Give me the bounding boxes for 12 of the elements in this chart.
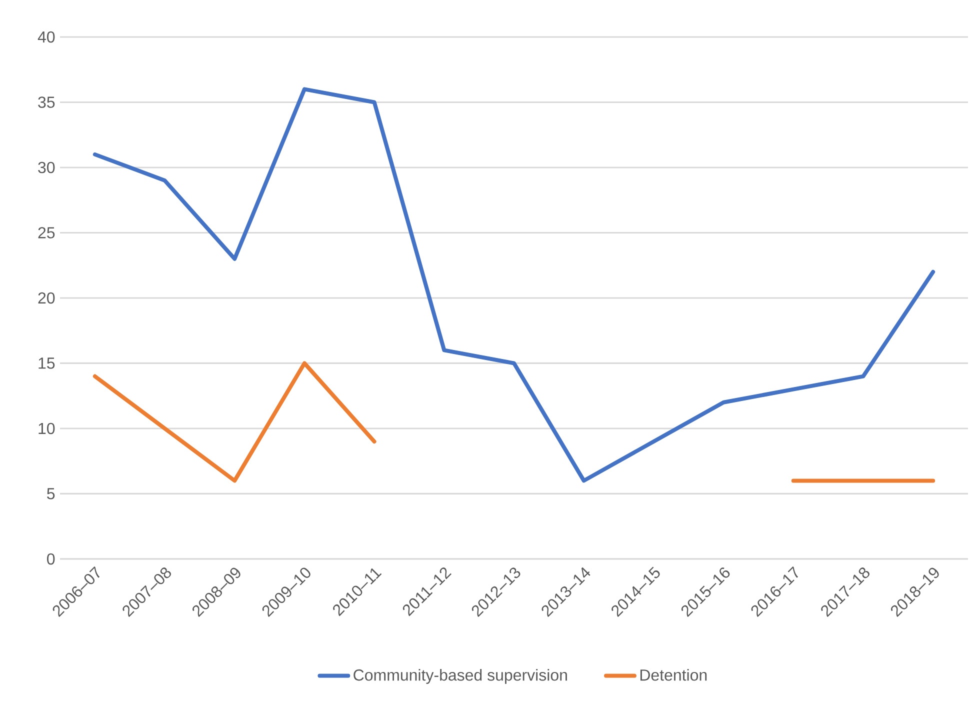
y-tick-label: 35 [38,96,55,108]
line-series [92,87,936,483]
y-tick-label: 40 [38,31,55,43]
legend-label: Community-based supervision [354,668,567,684]
y-tick-label: 25 [38,227,55,238]
y-tick-label: 30 [38,162,55,174]
legend-label: Detention [640,668,707,681]
y-tick-label: 10 [38,422,55,434]
y-tick-label: 0 [47,553,55,565]
y-tick-label: 20 [38,292,55,304]
y-tick-label: 5 [47,488,55,500]
y-tick-label: 15 [38,358,55,369]
